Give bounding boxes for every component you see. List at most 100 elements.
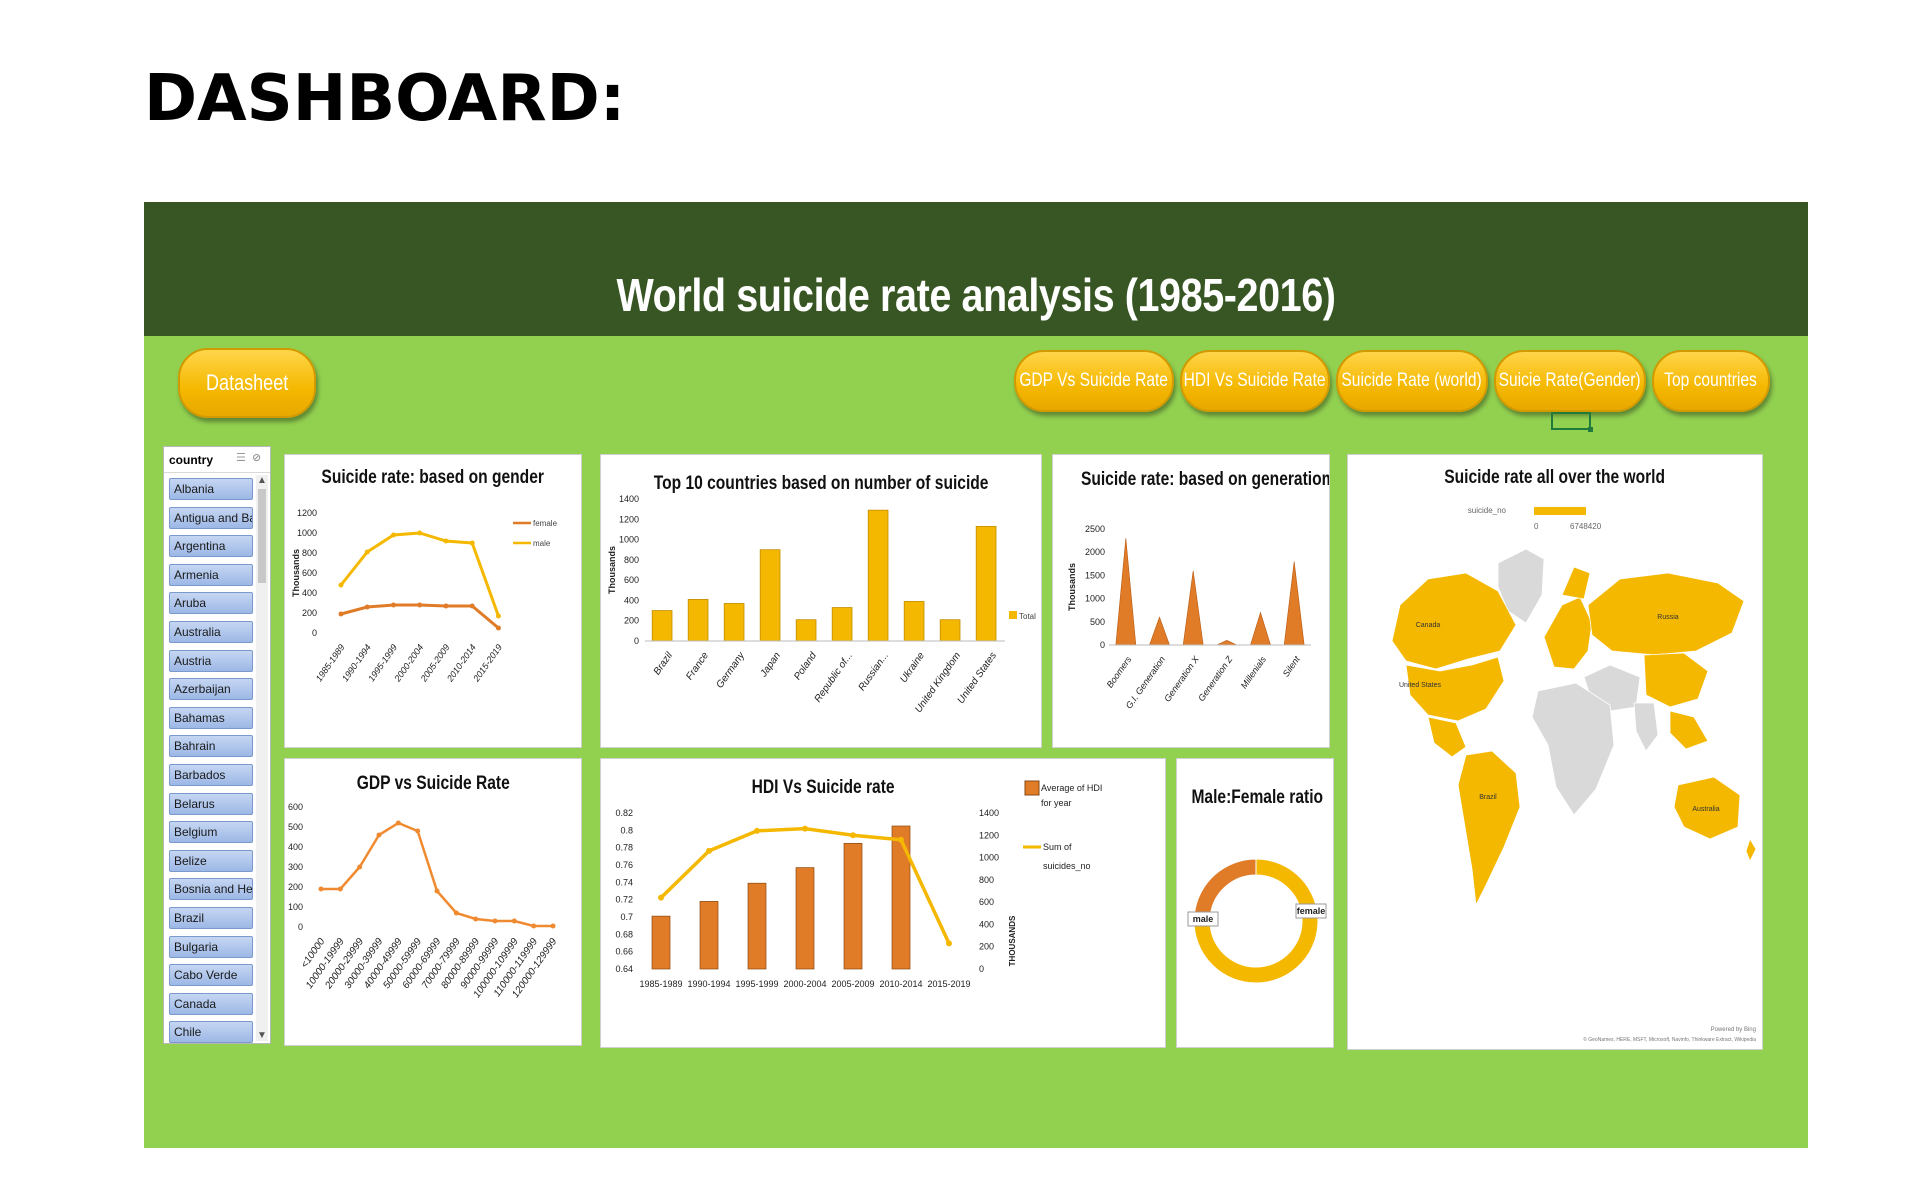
slicer-item[interactable]: Antigua and Ba... (169, 506, 253, 529)
spike-bar (1115, 538, 1137, 646)
slicer-item[interactable]: Belize (169, 849, 253, 872)
map-region-europe (1543, 596, 1593, 670)
x-tick-label: United States (956, 650, 999, 705)
data-point (495, 613, 501, 619)
x-tick-label: Poland (792, 650, 819, 682)
slicer-item[interactable]: Belgium (169, 821, 253, 844)
data-point (492, 918, 498, 924)
suicide-rate-gender-button[interactable]: Suicie Rate(Gender) (1494, 350, 1646, 412)
country-slicer[interactable]: country ☰ ⊘ Albania Antigua and Ba... Arge… (163, 446, 271, 1044)
chart-title: Top 10 countries based on number of suic… (653, 473, 989, 494)
y-tick-label: 0.7 (620, 912, 633, 922)
slicer-item[interactable]: Australia (169, 621, 253, 643)
x-tick-label: Republic of... (813, 650, 855, 704)
data-point (357, 864, 363, 870)
hdi-bar (891, 825, 911, 970)
slicer-item[interactable]: Bulgaria (169, 935, 253, 958)
multi-select-icon[interactable]: ☰ (236, 452, 246, 464)
map-region-china (1643, 652, 1709, 708)
suicide-rate-world-button[interactable]: Suicide Rate (world) (1336, 350, 1488, 412)
y-tick-label: 400 (288, 842, 303, 852)
slicer-item[interactable]: Belarus (169, 792, 253, 815)
y-tick-label: 1200 (297, 508, 317, 518)
slicer-item[interactable]: Barbados (169, 764, 253, 786)
gdp-chart-panel[interactable]: GDP vs Suicide Rate 0 100 200 300 400 500 600 <… (284, 758, 582, 1046)
slicer-item[interactable]: Brazil (169, 907, 253, 929)
slicer-scrollbar[interactable]: ▲ ▼ (256, 475, 268, 1041)
y-tick-label: 1500 (1085, 570, 1105, 580)
page-title: DASHBOARD: (144, 62, 626, 136)
slicer-item[interactable]: Azerbaijan (169, 678, 253, 701)
hdi-chart-panel[interactable]: HDI Vs Suicide rate 0.64 0.66 0.68 0.7 0.72 0… (600, 758, 1166, 1048)
hdi-vs-suicide-button[interactable]: HDI Vs Suicide Rate (1180, 350, 1330, 412)
gender-line-chart: Thousands0200400600800100012001985-19891… (291, 508, 558, 684)
donut-slice-female (1193, 858, 1257, 916)
scroll-down-icon[interactable]: ▼ (257, 1030, 267, 1041)
top-countries-button[interactable]: Top countries (1652, 350, 1770, 412)
gender-chart-panel[interactable]: Suicide rate: based on gender Thousands 0… (284, 454, 582, 748)
slicer-item[interactable]: Aruba (169, 592, 253, 615)
slicer-item[interactable]: Cabo Verde (169, 964, 253, 987)
data-point (898, 836, 904, 843)
legend-label: female (533, 519, 558, 528)
y-axis-label: Thousands (1067, 563, 1077, 611)
y-tick-label: 1000 (297, 528, 317, 538)
x-tick-label: 2005-2009 (831, 979, 874, 989)
top10-chart-panel[interactable]: Top 10 countries based on number of suic… (600, 454, 1042, 748)
data-point (376, 832, 382, 838)
y-tick-label: 0.66 (615, 947, 633, 957)
y-axis-label-right: THOUSANDS (1008, 915, 1017, 966)
datasheet-button[interactable]: Datasheet (178, 348, 316, 418)
slicer-item[interactable]: Bosnia and Her... (169, 878, 253, 901)
slicer-item[interactable]: Chile (169, 1021, 253, 1043)
slicer-item[interactable]: Canada (169, 992, 253, 1015)
x-tick-label: 2010-2014 (879, 979, 922, 989)
y-tick-label: 1000 (619, 535, 639, 545)
gdp-vs-suicide-button[interactable]: GDP Vs Suicide Rate (1014, 350, 1174, 412)
data-point (443, 603, 449, 609)
slicer-item[interactable]: Austria (169, 649, 253, 672)
spike-bar (1182, 570, 1204, 646)
bar (651, 610, 673, 642)
y-tick-label: 0.78 (615, 843, 633, 853)
y-tick-label: 0.72 (615, 895, 633, 905)
map-country-label: Australia (1692, 806, 1719, 813)
scrollbar-thumb[interactable] (258, 489, 266, 583)
y-axis-label: Thousands (607, 546, 617, 594)
hdi-combo-chart: 0.640.660.680.70.720.740.760.780.80.8202… (615, 780, 1102, 989)
map-region-scandinavia (1561, 566, 1591, 600)
ratio-chart-panel[interactable]: Male:Female ratio male female (1176, 758, 1334, 1048)
chart-title: HDI Vs Suicide rate (751, 777, 895, 798)
x-tick-label: Boomers (1105, 654, 1134, 690)
y-tick-label: 800 (624, 555, 639, 565)
hdi-bar (699, 901, 719, 970)
scroll-up-icon[interactable]: ▲ (257, 475, 267, 486)
slicer-item[interactable]: Bahrain (169, 735, 253, 758)
data-point (318, 886, 324, 892)
map-region-se-asia (1669, 710, 1709, 750)
y-tick-label: 0 (312, 628, 317, 638)
cell-selection-indicator (1551, 412, 1593, 432)
data-point (417, 530, 423, 536)
data-point (338, 582, 344, 588)
map-region-russia (1587, 572, 1745, 656)
bar (867, 509, 889, 642)
bar (903, 601, 925, 642)
world-map-panel[interactable]: Suicide rate all over the world suicide_… (1347, 454, 1763, 1050)
map-region-greenland (1497, 548, 1545, 624)
slicer-item[interactable]: Armenia (169, 563, 253, 586)
y-tick-label: 200 (624, 616, 639, 626)
data-point (754, 827, 760, 834)
clear-filter-icon[interactable]: ⊘ (252, 452, 262, 464)
data-point (802, 825, 808, 832)
chart-title: Male:Female ratio (1191, 787, 1324, 808)
slicer-item[interactable]: Argentina (169, 535, 253, 558)
y-tick-label-right: 800 (979, 875, 994, 885)
y-tick-label: 0.82 (615, 808, 633, 818)
slicer-item[interactable]: Albania (169, 478, 253, 500)
slicer-item[interactable]: Bahamas (169, 706, 253, 729)
data-label-box (1187, 911, 1219, 927)
generation-chart-panel[interactable]: Suicide rate: based on generatiom Thousa… (1052, 454, 1330, 748)
legend-label: Sum of (1043, 842, 1072, 852)
y-tick-label-right: 1000 (979, 853, 999, 863)
